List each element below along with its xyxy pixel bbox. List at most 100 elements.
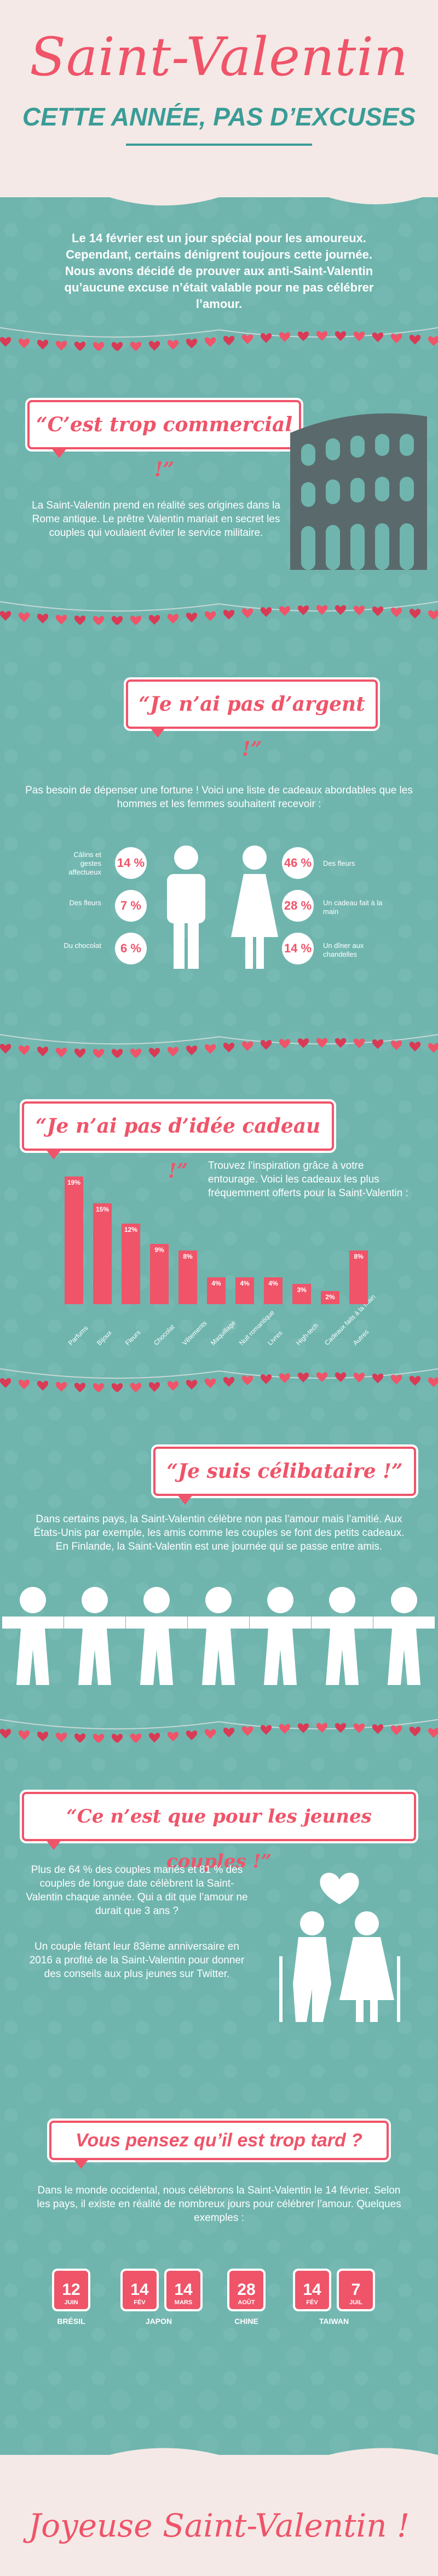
heart-icon [297, 1038, 309, 1048]
heart-icon [316, 1372, 328, 1383]
heart-icon [0, 1044, 11, 1054]
chart-value-label: 4% [240, 1280, 250, 1287]
chart-bar [178, 1250, 197, 1304]
heart-icon [111, 1383, 123, 1392]
heart-icon [353, 1038, 365, 1048]
men-gift-label: Des fleurs [69, 899, 101, 907]
heart-icon [335, 1038, 347, 1048]
argent-text: Pas besoin de dépenser une fortune ! Voi… [25, 785, 413, 810]
men-gift-pct: 14 % [115, 847, 147, 879]
heart-icon [390, 1725, 402, 1735]
heart-icon [241, 1726, 253, 1737]
celibataire-text: Dans certains pays, la Saint-Valentin cé… [33, 1513, 405, 1552]
heart-icon [204, 611, 216, 621]
country-label: BRÉSIL [57, 2317, 85, 2326]
heart-icon [37, 1731, 49, 1741]
country-label: JAPON [145, 2317, 172, 2326]
jeunes-text-1: Plus de 64 % des couples mariés et 81 % … [26, 1864, 248, 1917]
heart-icon [279, 1373, 291, 1383]
heart-icon [316, 331, 328, 341]
calendar-month: FÉV [134, 2299, 146, 2306]
heart-icon [148, 1382, 160, 1392]
heart-icon [167, 1047, 179, 1057]
heart-icon [335, 1372, 347, 1383]
heart-icon [37, 613, 49, 624]
calendar-day: 12 [62, 2281, 80, 2299]
women-gift-label: Un cadeau fait à la main [323, 899, 383, 916]
heart-icon [297, 605, 309, 615]
calendar-day: 28 [237, 2281, 256, 2299]
quote-bubble-jeunes: “Ce n’est que pour les jeunes couples !” [22, 1792, 416, 1872]
women-gift-label: Des fleurs [323, 859, 355, 867]
header-wave [0, 181, 438, 205]
heart-icon [93, 1734, 105, 1743]
heart-icon [111, 342, 123, 351]
heart-icon [186, 613, 198, 622]
heart-icon [18, 612, 30, 622]
chart-category-label: Nuit romantique [238, 1309, 276, 1347]
chart-category-label: High-tech [295, 1321, 320, 1347]
heart-icon [18, 1045, 30, 1055]
paper-people-chain-icon [2, 1587, 435, 1685]
heart-icon [186, 1380, 198, 1390]
heart-icon [111, 616, 123, 625]
heart-icon [409, 334, 421, 345]
heart-icon [241, 608, 253, 619]
heart-icon [223, 1042, 235, 1053]
footer [0, 2455, 438, 2576]
heart-icon [74, 341, 86, 351]
heart-icon [130, 615, 142, 625]
chart-category-label: Bijoux [95, 1328, 114, 1347]
heart-icon [428, 336, 438, 346]
heart-icon [0, 1729, 11, 1739]
quote-bubble-celibataire: “Je suis célibataire !” [153, 1447, 416, 1505]
chart-value-label: 8% [354, 1253, 364, 1260]
chart-category-label: Chocolat [152, 1323, 176, 1347]
heart-icon [74, 1383, 86, 1392]
heart-icon [55, 614, 67, 625]
heart-icon [428, 1377, 438, 1387]
page-subtitle: CETTE ANNÉE, PAS D’EXCUSES [22, 102, 416, 131]
heart-icon [260, 333, 272, 343]
paper-person [250, 1587, 311, 1685]
heart-icon [37, 339, 49, 350]
men-gift-pct: 7 % [115, 890, 147, 922]
heart-icon [372, 606, 384, 616]
heart-icon [18, 338, 30, 349]
man-icon [167, 846, 205, 969]
heart-icon [353, 606, 365, 615]
heart-icon [130, 341, 142, 351]
calendar-day: 14 [174, 2281, 193, 2299]
men-gift-label: Du chocolat [64, 941, 101, 950]
elderly-couple-icon [279, 1872, 400, 2022]
heart-icon [316, 1723, 328, 1733]
heart-icon [204, 1729, 216, 1739]
heart-icon [204, 1044, 216, 1054]
heart-icon [372, 1373, 384, 1384]
chart-category-label: Maquillage [209, 1318, 237, 1347]
calendar-icon: 14 FÉV [120, 2269, 159, 2311]
heart-icon [167, 614, 179, 624]
heart-icon [148, 341, 160, 351]
calendar-day: 14 [303, 2281, 321, 2299]
paper-person [64, 1587, 125, 1685]
chart-bar [207, 1277, 226, 1304]
heart-icon [335, 1723, 347, 1733]
heart-icon [223, 335, 235, 346]
chart-value-label: 3% [297, 1286, 307, 1294]
idee-text: Trouvez l’inspiration grâce à votre ento… [208, 1160, 408, 1199]
heart-icon [130, 1383, 142, 1392]
intro-text: Le 14 février est un jour spécial pour l… [64, 231, 374, 311]
chart-bar [292, 1284, 311, 1304]
heart-icon [335, 605, 347, 615]
heart-icon [372, 1039, 384, 1049]
heart-icon [55, 1381, 67, 1392]
heart-icon [223, 1727, 235, 1738]
heart-icon [353, 1723, 365, 1733]
heart-icon [93, 1049, 105, 1058]
heart-icon [409, 1726, 421, 1737]
men-gift-pct: 6 % [115, 933, 147, 964]
heart-icon [55, 1047, 67, 1058]
chart-bar [264, 1277, 283, 1304]
